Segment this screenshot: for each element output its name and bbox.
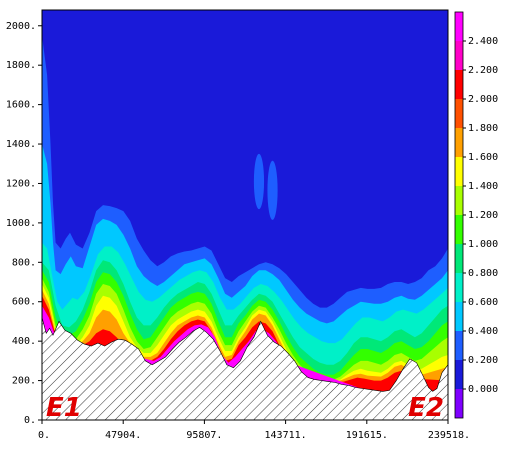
- y-tick-label: 200.: [12, 376, 36, 387]
- y-tick-label: 600.: [12, 297, 36, 308]
- x-tick-label: 47904.: [105, 430, 141, 441]
- colorbar-tick-label: 0.600: [468, 297, 498, 308]
- colorbar-swatch: [455, 302, 463, 331]
- colorbar-tick-label: 1.000: [468, 239, 498, 250]
- colorbar-tick-label: 1.800: [468, 123, 498, 134]
- colorbar-swatch: [455, 41, 463, 70]
- x-tick-label: 0.: [38, 430, 50, 441]
- y-tick-label: 0.: [24, 415, 36, 426]
- colorbar-tick-label: 2.400: [468, 36, 498, 47]
- y-tick-label: 1200.: [6, 178, 36, 189]
- colorbar-tick-label: 2.000: [468, 94, 498, 105]
- colorbar-swatch: [455, 360, 463, 389]
- colorbar-swatch: [455, 273, 463, 302]
- contour-island-1: [267, 160, 278, 220]
- x-axis: 0. 47904. 95807. 143711. 191615. 239518.: [38, 420, 470, 441]
- y-tick-label: 1000.: [6, 218, 36, 229]
- colorbar-tick-label: 1.400: [468, 181, 498, 192]
- colorbar-tick-label: 1.200: [468, 210, 498, 221]
- plot-area: [42, 10, 448, 420]
- colorbar: 0.000 0.200 0.400 0.600 0.800 1.000 1.200 1.400…: [454, 11, 498, 419]
- y-tick-label: 1600.: [6, 100, 36, 111]
- colorbar-tick-label: 2.200: [468, 65, 498, 76]
- colorbar-swatch: [455, 128, 463, 157]
- colorbar-tick-label: 1.600: [468, 152, 498, 163]
- x-tick-label: 95807.: [186, 430, 222, 441]
- x-tick-label: 143711.: [265, 430, 307, 441]
- annotation-e2: E2: [408, 393, 444, 423]
- colorbar-tick-label: 0.400: [468, 326, 498, 337]
- colorbar-tick-label: 0.000: [468, 384, 498, 395]
- colorbar-swatch: [455, 157, 463, 186]
- terrain: [42, 317, 448, 420]
- x-tick-label: 239518.: [428, 430, 470, 441]
- colorbar-swatch: [455, 215, 463, 244]
- x-tick-label: 191615.: [346, 430, 388, 441]
- colorbar-swatch: [455, 12, 463, 41]
- y-tick-label: 2000.: [6, 21, 36, 32]
- y-axis: 0. 200. 400. 600. 800. 1000. 1200. 1400. 1600. 18…: [6, 21, 42, 426]
- annotation-e1: E1: [46, 393, 82, 423]
- y-tick-label: 1400.: [6, 139, 36, 150]
- colorbar-tick-label: 0.800: [468, 268, 498, 279]
- colorbar-swatch: [455, 99, 463, 128]
- colorbar-swatch: [455, 244, 463, 273]
- y-tick-label: 800.: [12, 257, 36, 268]
- colorbar-swatch: [455, 186, 463, 215]
- y-tick-label: 1800.: [6, 60, 36, 71]
- colorbar-swatch: [455, 389, 463, 418]
- colorbar-tick-label: 0.200: [468, 355, 498, 366]
- colorbar-swatch: [455, 70, 463, 99]
- plot-frame: [41, 9, 449, 421]
- y-tick-label: 400.: [12, 336, 36, 347]
- colorbar-swatch: [455, 331, 463, 360]
- contour-island-0: [253, 153, 265, 210]
